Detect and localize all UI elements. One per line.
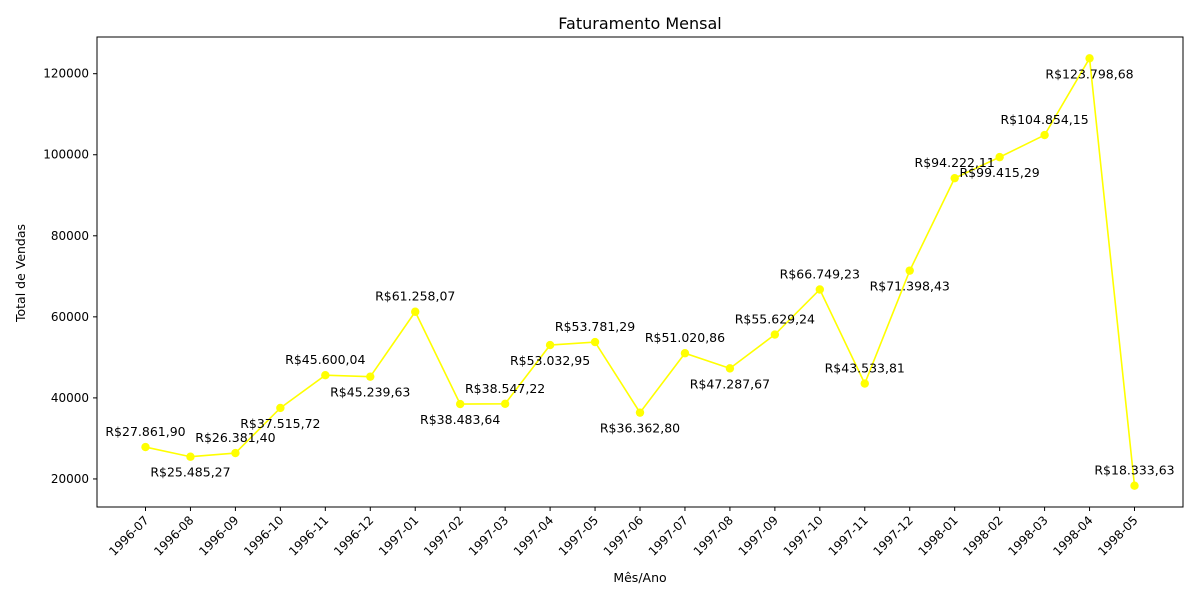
- y-axis: 20000 40000 60000 80000 100000 120000: [43, 67, 97, 486]
- data-point: [950, 173, 959, 183]
- data-label: R$71.398,43: [870, 279, 950, 294]
- data-label: R$53.032,95: [510, 353, 590, 368]
- x-tick-label: 1996-11: [286, 513, 331, 558]
- data-point: [770, 330, 780, 339]
- data-point: [455, 399, 465, 409]
- data-point: [590, 337, 600, 347]
- x-tick-label: 1997-02: [421, 513, 466, 558]
- data-label: R$99.415,29: [960, 165, 1040, 180]
- x-tick-label: 1997-11: [826, 513, 871, 558]
- data-point: [186, 452, 195, 461]
- data-point: [1130, 481, 1139, 490]
- x-tick-label: 1997-05: [556, 513, 601, 558]
- y-tick-label: 120000: [43, 67, 89, 81]
- y-axis-label: Total de Vendas: [13, 224, 28, 323]
- x-tick-label: 1997-08: [691, 513, 736, 558]
- data-label: R$45.600,04: [285, 352, 365, 367]
- data-point: [680, 349, 690, 358]
- data-label: R$47.287,67: [690, 376, 770, 391]
- data-label: R$55.629,24: [735, 312, 815, 327]
- x-tick-label: 1998-04: [1050, 513, 1095, 558]
- x-axis: 1996-07 1996-08 1996-09 1996-10 1996-11 1996-…: [106, 507, 1141, 559]
- data-point: [545, 340, 555, 350]
- data-point: [141, 442, 150, 452]
- data-point: [500, 399, 510, 408]
- data-label: R$36.362,80: [600, 421, 680, 436]
- x-tick-label: 1997-07: [646, 513, 691, 558]
- data-label: R$26.381,40: [195, 430, 275, 445]
- data-label: R$51.020,86: [645, 330, 725, 345]
- data-label: R$18.333,63: [1094, 463, 1174, 478]
- x-tick-label: 1996-10: [241, 513, 286, 558]
- x-tick-label: 1998-03: [1005, 513, 1050, 558]
- data-label: R$53.781,29: [555, 319, 635, 334]
- x-tick-label: 1996-09: [196, 513, 241, 558]
- data-label: R$38.547,22: [465, 381, 545, 396]
- data-point: [725, 364, 735, 373]
- chart-title: Faturamento Mensal: [558, 14, 721, 33]
- data-point: [411, 307, 420, 316]
- data-point: [1040, 130, 1049, 140]
- x-tick-label: 1998-05: [1095, 513, 1140, 558]
- series-group: [141, 54, 1139, 490]
- data-label: R$61.258,07: [375, 289, 455, 304]
- x-tick-label: 1996-12: [331, 513, 376, 558]
- data-label: R$38.483,64: [420, 412, 500, 427]
- x-tick-label: 1996-08: [151, 513, 196, 558]
- data-label: R$27.861,90: [105, 424, 185, 439]
- data-label: R$45.239,63: [330, 385, 410, 400]
- data-point: [995, 152, 1004, 162]
- data-label: R$43.533,81: [825, 361, 905, 376]
- data-point: [635, 408, 645, 417]
- y-tick-label: 60000: [51, 310, 89, 324]
- x-tick-label: 1997-01: [376, 513, 421, 558]
- data-point: [366, 372, 375, 381]
- data-point: [905, 266, 914, 275]
- y-tick-label: 20000: [51, 472, 89, 486]
- x-tick-label: 1998-01: [915, 513, 960, 558]
- x-axis-label: Mês/Ano: [613, 570, 666, 585]
- x-tick-label: 1997-12: [870, 513, 915, 558]
- y-tick-label: 80000: [51, 229, 89, 243]
- x-tick-label: 1997-04: [511, 513, 556, 558]
- data-point: [321, 371, 330, 380]
- data-label: R$104.854,15: [1000, 112, 1088, 127]
- data-labels-group: R$27.861,90 R$25.485,27 R$26.381,40R$37.51…: [105, 66, 1174, 479]
- data-label: R$94.222,11: [915, 155, 995, 170]
- y-tick-label: 100000: [43, 148, 89, 162]
- data-label: R$66.749,23: [780, 266, 860, 281]
- data-label: R$123.798,68: [1045, 66, 1133, 81]
- data-point: [1085, 54, 1094, 63]
- x-tick-label: 1998-02: [960, 513, 1005, 558]
- data-label: R$37.515,72: [240, 416, 320, 431]
- y-tick-label: 40000: [51, 391, 89, 405]
- data-point: [860, 379, 869, 388]
- data-point: [231, 448, 240, 458]
- x-tick-label: 1997-09: [736, 513, 781, 558]
- x-tick-label: 1997-03: [466, 513, 511, 558]
- data-point: [815, 285, 825, 294]
- data-label: R$25.485,27: [150, 465, 230, 480]
- x-tick-label: 1997-10: [781, 513, 826, 558]
- data-point: [276, 403, 285, 413]
- x-tick-label: 1997-06: [601, 513, 646, 558]
- x-tick-label: 1996-07: [106, 513, 151, 558]
